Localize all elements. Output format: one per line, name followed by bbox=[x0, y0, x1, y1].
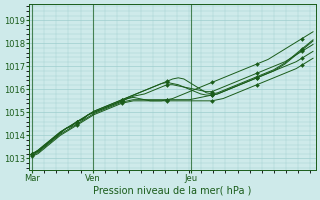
X-axis label: Pression niveau de la mer( hPa ): Pression niveau de la mer( hPa ) bbox=[93, 186, 252, 196]
